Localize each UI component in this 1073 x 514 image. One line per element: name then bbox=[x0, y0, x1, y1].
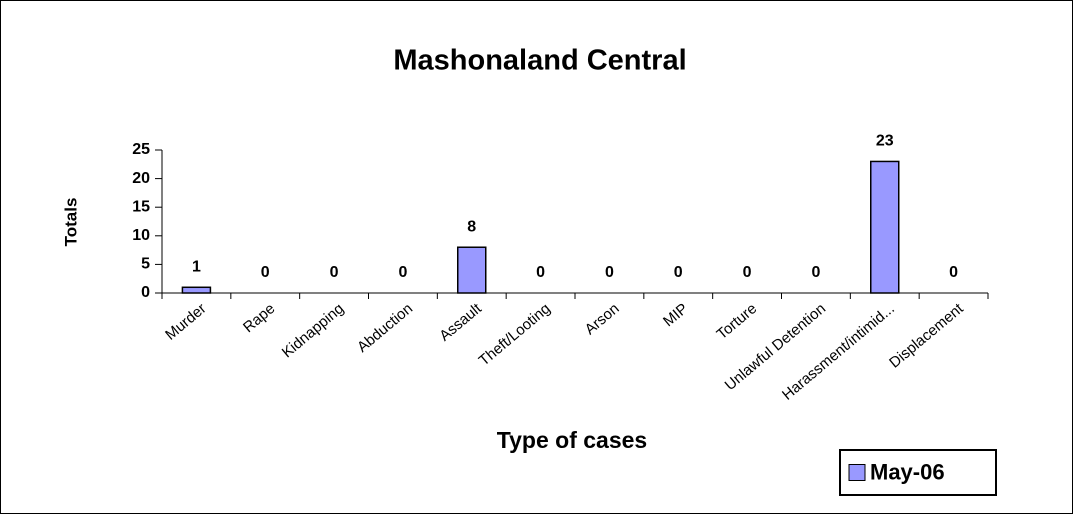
value-label: 23 bbox=[876, 133, 894, 150]
y-tick-label: 25 bbox=[132, 141, 150, 158]
bar bbox=[181, 286, 212, 294]
value-label: 0 bbox=[811, 264, 820, 281]
value-label: 8 bbox=[467, 218, 476, 235]
value-label: 0 bbox=[330, 264, 339, 281]
bar bbox=[457, 246, 487, 294]
value-label: 0 bbox=[949, 264, 958, 281]
legend-swatch bbox=[848, 464, 866, 481]
legend-box bbox=[839, 449, 997, 496]
value-label: 0 bbox=[743, 264, 752, 281]
y-tick-label: 15 bbox=[132, 198, 150, 215]
value-label: 0 bbox=[398, 264, 407, 281]
legend-label: May-06 bbox=[870, 459, 945, 484]
value-label: 1 bbox=[192, 258, 201, 275]
y-tick-label: 0 bbox=[141, 284, 150, 301]
value-label: 0 bbox=[674, 264, 683, 281]
value-label: 0 bbox=[605, 264, 614, 281]
chart-title: Mashonaland Central bbox=[393, 45, 686, 77]
x-axis-title: Type of cases bbox=[497, 427, 647, 453]
y-axis-title: Totals bbox=[61, 198, 80, 247]
y-tick-label: 5 bbox=[141, 256, 150, 273]
value-label: 0 bbox=[261, 264, 270, 281]
y-tick-label: 10 bbox=[132, 227, 150, 244]
y-tick-label: 20 bbox=[132, 170, 150, 187]
value-label: 0 bbox=[536, 264, 545, 281]
bar bbox=[870, 160, 900, 294]
